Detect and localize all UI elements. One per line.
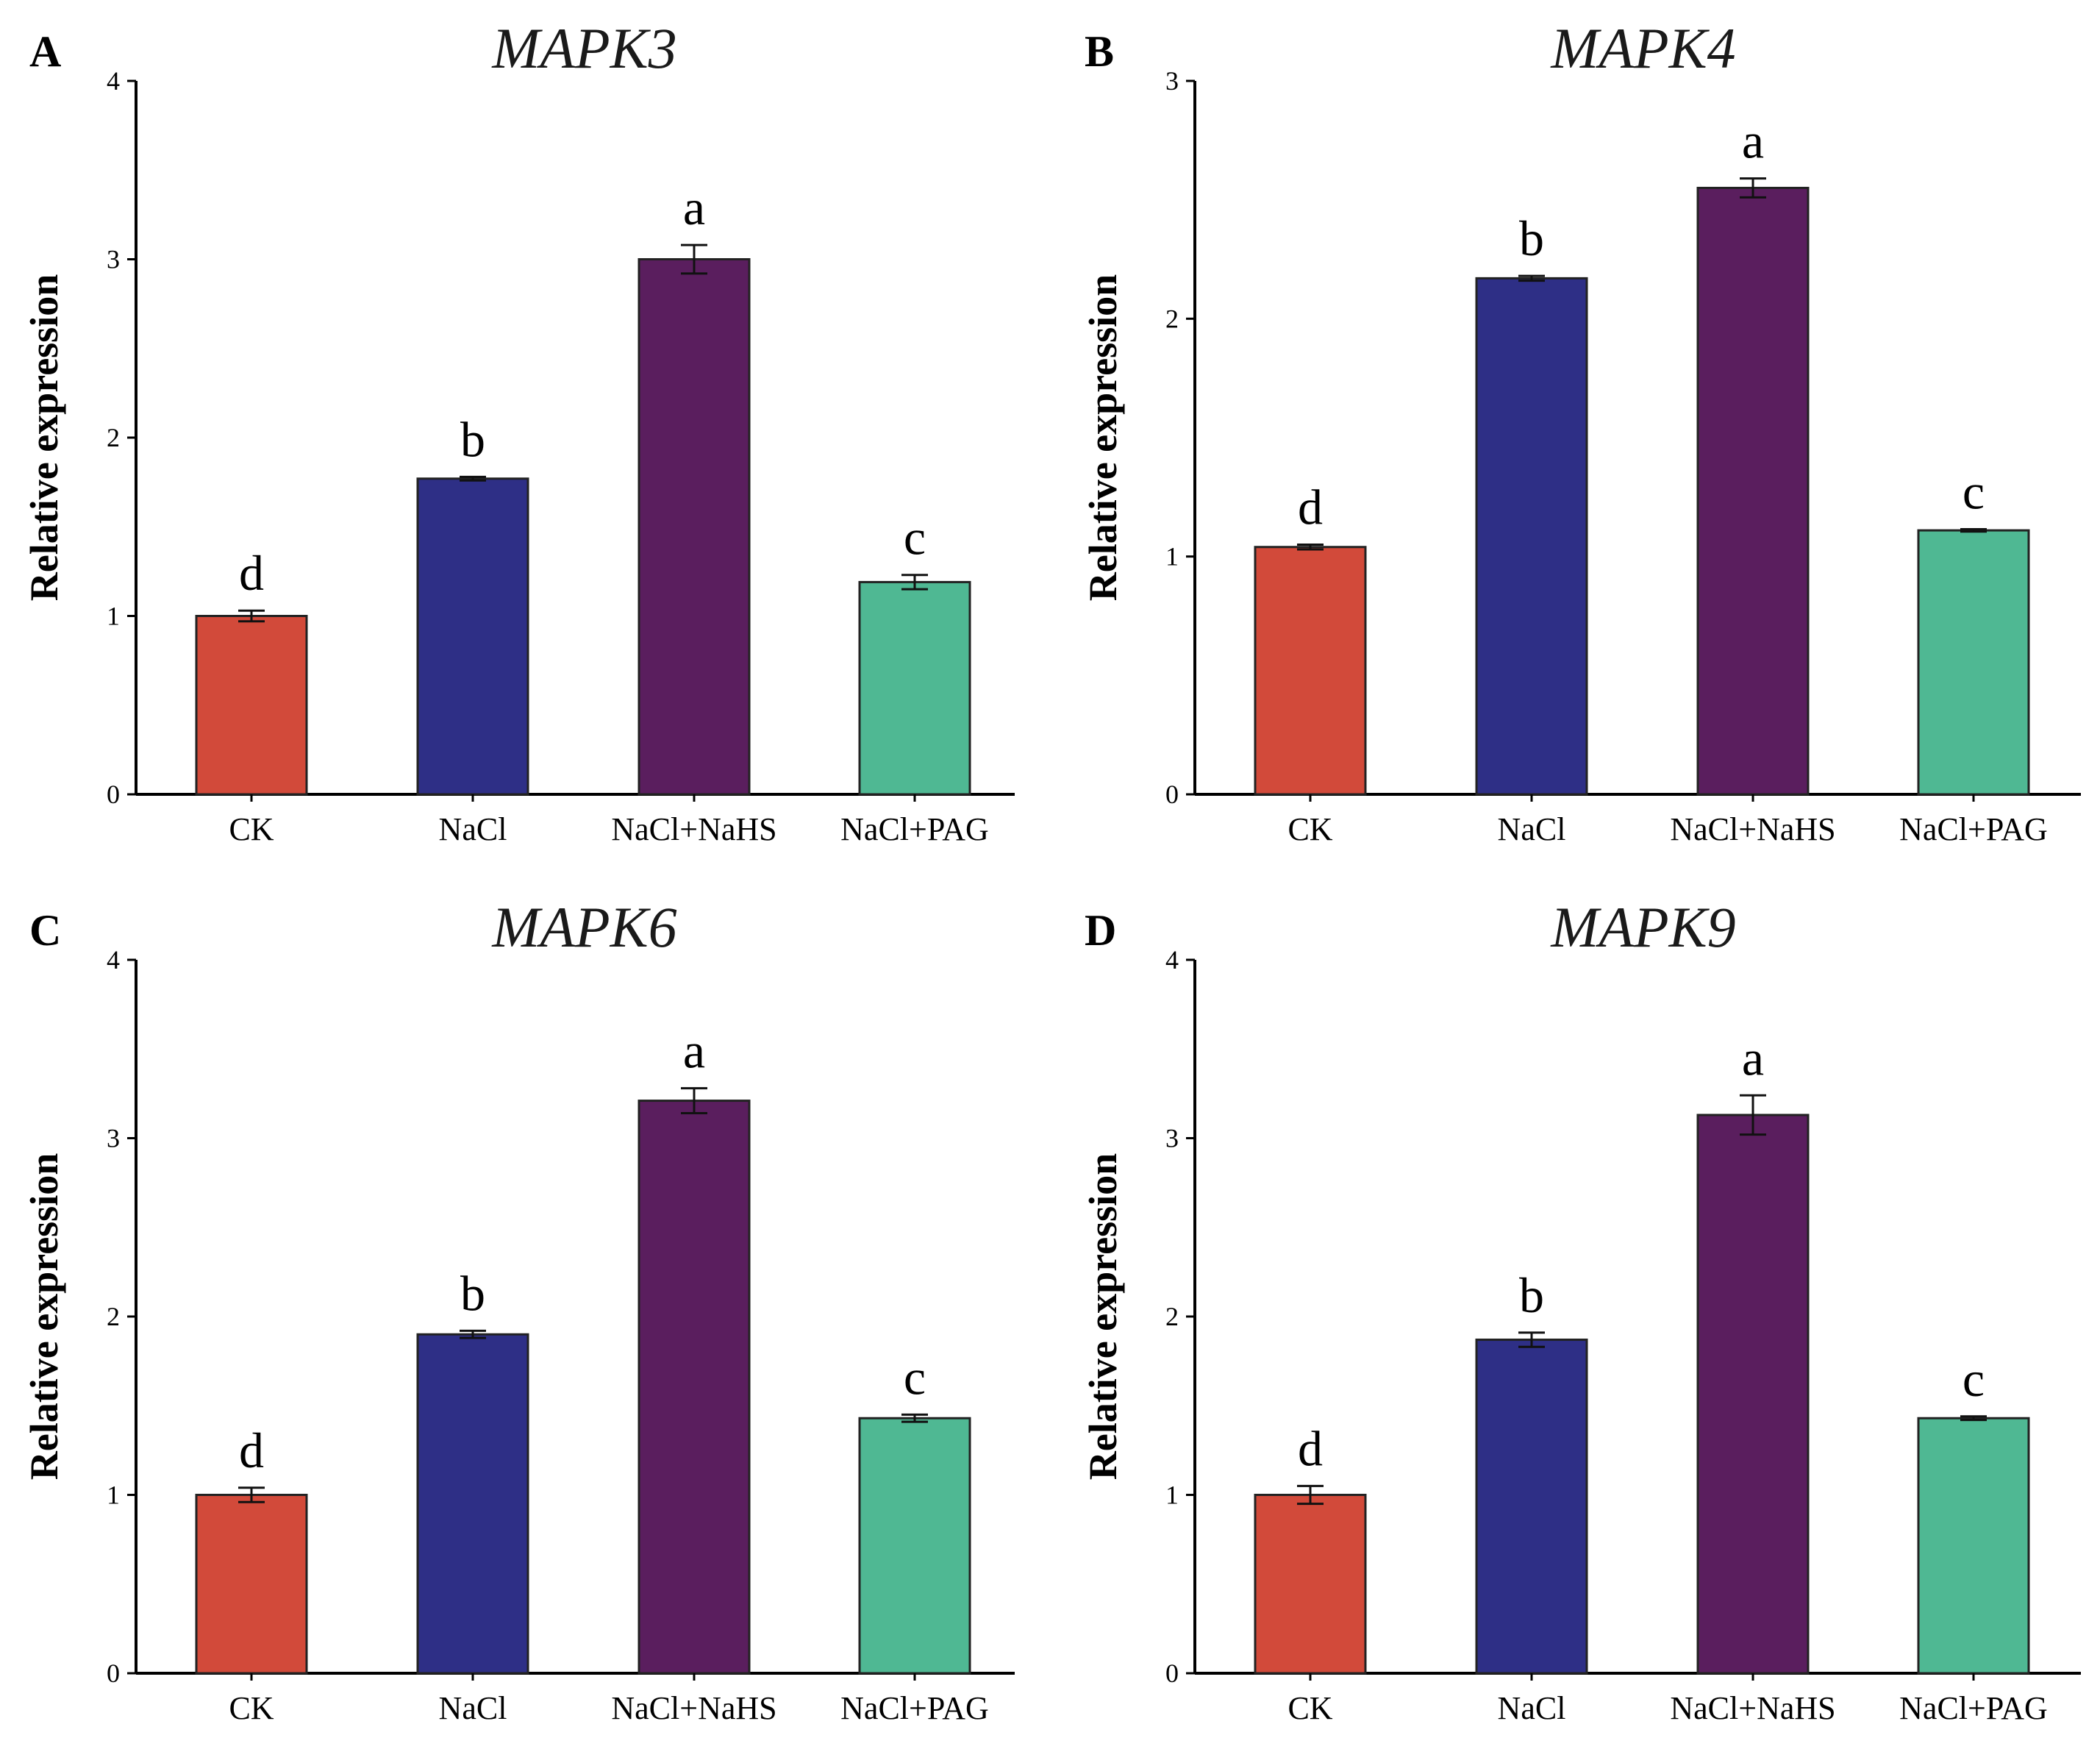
significance-letter: a bbox=[683, 1023, 705, 1079]
significance-letter: b bbox=[1519, 210, 1544, 266]
bar-nacl-plus-pag bbox=[1917, 1417, 2030, 1675]
y-tick-label: 2 bbox=[107, 1302, 120, 1331]
panel-b: B MAPK4 Relative expression 0 1 2 3 d CK b NaCl a Na… bbox=[1081, 16, 2081, 847]
bar-nacl-plus-nahs bbox=[1696, 1114, 1810, 1675]
significance-letter: c bbox=[1963, 463, 1985, 519]
panel-letter: A bbox=[29, 27, 61, 76]
significance-letter: a bbox=[1742, 113, 1764, 169]
bar-nacl-plus-nahs bbox=[1696, 187, 1810, 796]
bar-ck bbox=[1254, 546, 1367, 796]
y-tick-label: 1 bbox=[1165, 1481, 1179, 1510]
x-tick-label: NaCl+PAG bbox=[1899, 1690, 2048, 1726]
y-axis-label: Relative expression bbox=[22, 1153, 66, 1480]
significance-letter: b bbox=[460, 411, 485, 467]
y-tick-label: 2 bbox=[1165, 304, 1179, 333]
y-tick-label: 4 bbox=[1165, 945, 1179, 975]
x-tick-label: NaCl bbox=[1498, 811, 1566, 847]
y-tick-label: 0 bbox=[107, 780, 120, 809]
bar-nacl bbox=[416, 1333, 529, 1675]
x-tick-label: CK bbox=[229, 1690, 274, 1726]
significance-letter: b bbox=[1519, 1267, 1544, 1323]
x-tick-label: NaCl bbox=[439, 1690, 507, 1726]
bar-ck bbox=[195, 1494, 308, 1675]
bar-nacl-plus-pag bbox=[858, 1417, 971, 1675]
significance-letter: d bbox=[1298, 1420, 1323, 1476]
x-tick-label: NaCl+NaHS bbox=[1670, 1690, 1835, 1726]
x-tick-label: NaCl+PAG bbox=[840, 811, 989, 847]
panel-a: A MAPK3 Relative expression 0 1 2 3 4 d CK b NaCl a N… bbox=[22, 16, 1015, 847]
y-tick-label: 1 bbox=[107, 1481, 120, 1510]
x-tick-label: NaCl bbox=[1498, 1690, 1566, 1726]
x-tick-label: NaCl bbox=[439, 811, 507, 847]
x-tick-label: NaCl+NaHS bbox=[1670, 811, 1835, 847]
significance-letter: c bbox=[904, 510, 926, 566]
significance-letter: b bbox=[460, 1265, 485, 1321]
chart-title: MAPK9 bbox=[1550, 895, 1735, 959]
y-tick-label: 3 bbox=[107, 245, 120, 274]
x-tick-label: CK bbox=[229, 811, 274, 847]
bar-nacl-plus-nahs bbox=[638, 258, 751, 796]
y-tick-label: 1 bbox=[107, 602, 120, 631]
y-tick-label: 3 bbox=[107, 1124, 120, 1153]
y-tick-label: 3 bbox=[1165, 66, 1179, 96]
y-tick-label: 2 bbox=[1165, 1302, 1179, 1331]
chart-title: MAPK6 bbox=[491, 895, 676, 959]
chart-title: MAPK3 bbox=[491, 16, 676, 80]
bar-nacl-plus-pag bbox=[1917, 529, 2030, 796]
x-tick-label: CK bbox=[1288, 811, 1332, 847]
significance-letter: a bbox=[683, 179, 705, 235]
y-tick-label: 4 bbox=[107, 945, 120, 975]
chart-title: MAPK4 bbox=[1550, 16, 1735, 80]
x-tick-label: NaCl+PAG bbox=[1899, 811, 2048, 847]
significance-letter: c bbox=[904, 1349, 926, 1405]
significance-letter: d bbox=[239, 1422, 264, 1478]
panel-c: C MAPK6 Relative expression 0 1 2 3 4 d CK b NaCl a N… bbox=[22, 895, 1015, 1726]
bar-nacl-plus-pag bbox=[858, 580, 971, 796]
significance-letter: d bbox=[239, 545, 264, 601]
bar-nacl bbox=[1475, 1339, 1588, 1675]
y-tick-label: 4 bbox=[107, 66, 120, 96]
panel-letter: B bbox=[1085, 27, 1114, 76]
bar-nacl-plus-nahs bbox=[638, 1100, 751, 1675]
panel-letter: D bbox=[1085, 906, 1116, 955]
significance-letter: d bbox=[1298, 480, 1323, 535]
y-tick-label: 0 bbox=[107, 1659, 120, 1688]
y-axis-label: Relative expression bbox=[1081, 1153, 1125, 1480]
x-tick-label: NaCl+NaHS bbox=[611, 811, 776, 847]
panel-letter: C bbox=[29, 906, 61, 955]
significance-letter: c bbox=[1963, 1351, 1985, 1407]
y-axis-label: Relative expression bbox=[22, 274, 66, 601]
y-tick-label: 0 bbox=[1165, 780, 1179, 809]
y-axis-label: Relative expression bbox=[1081, 274, 1125, 601]
significance-letter: a bbox=[1742, 1030, 1764, 1086]
panel-d: D MAPK9 Relative expression 0 1 2 3 4 d CK b NaCl a N… bbox=[1081, 895, 2081, 1726]
x-tick-label: NaCl+PAG bbox=[840, 1690, 989, 1726]
x-tick-label: NaCl+NaHS bbox=[611, 1690, 776, 1726]
x-tick-label: CK bbox=[1288, 1690, 1332, 1726]
bar-ck bbox=[1254, 1494, 1367, 1675]
bar-nacl bbox=[416, 477, 529, 796]
y-tick-label: 2 bbox=[107, 423, 120, 452]
y-tick-label: 1 bbox=[1165, 542, 1179, 571]
y-tick-label: 0 bbox=[1165, 1659, 1179, 1688]
y-tick-label: 3 bbox=[1165, 1124, 1179, 1153]
bar-ck bbox=[195, 615, 308, 796]
bar-nacl bbox=[1475, 277, 1588, 796]
